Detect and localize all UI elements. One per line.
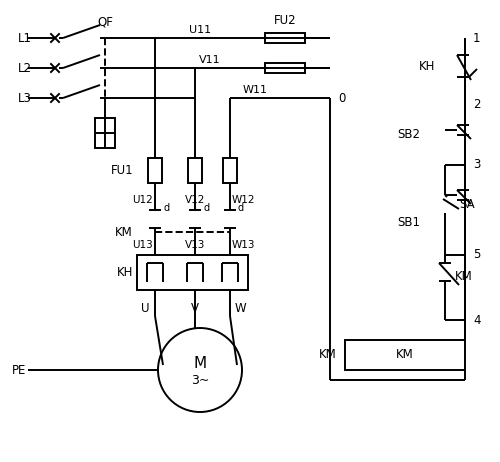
Text: U12: U12 [132, 195, 153, 205]
Text: d: d [203, 203, 209, 213]
Text: U: U [142, 302, 150, 315]
Text: U11: U11 [189, 25, 211, 35]
Text: KM: KM [320, 348, 337, 361]
Text: 3~: 3~ [191, 373, 209, 387]
Bar [137, 255, 248, 290]
Text: L2: L2 [18, 61, 32, 74]
Text: FU2: FU2 [274, 14, 296, 28]
Bar [345, 340, 465, 370]
Text: V11: V11 [199, 55, 221, 65]
Text: 2: 2 [473, 98, 480, 111]
Text: PE: PE [12, 364, 26, 377]
Text: W12: W12 [232, 195, 256, 205]
Text: 0: 0 [338, 91, 345, 104]
Text: W13: W13 [232, 240, 256, 250]
Text: QF: QF [97, 16, 113, 29]
Text: U13: U13 [132, 240, 153, 250]
Text: SB2: SB2 [397, 128, 420, 141]
Text: V12: V12 [185, 195, 205, 205]
Text: V: V [191, 302, 199, 315]
Text: KH: KH [418, 60, 435, 73]
Bar [148, 158, 162, 183]
Text: 5: 5 [473, 249, 480, 261]
Bar [95, 118, 115, 148]
Text: 3: 3 [473, 158, 480, 171]
Text: 4: 4 [473, 314, 480, 327]
Text: KM: KM [115, 225, 133, 238]
Text: W11: W11 [242, 85, 268, 95]
Text: d: d [163, 203, 169, 213]
Text: KH: KH [116, 266, 133, 279]
Text: d: d [238, 203, 244, 213]
Bar [265, 63, 305, 73]
Text: SB1: SB1 [397, 215, 420, 229]
Text: SA: SA [459, 199, 474, 212]
Text: W: W [235, 302, 246, 315]
Bar [265, 33, 305, 43]
Text: FU1: FU1 [110, 164, 133, 176]
Bar [188, 158, 202, 183]
Text: KM: KM [455, 270, 473, 284]
Text: M: M [194, 357, 206, 371]
Text: V13: V13 [185, 240, 205, 250]
Text: KM: KM [396, 348, 414, 361]
Text: L3: L3 [18, 91, 32, 104]
Text: L1: L1 [18, 31, 32, 44]
Text: 1: 1 [473, 31, 480, 44]
Bar [223, 158, 237, 183]
